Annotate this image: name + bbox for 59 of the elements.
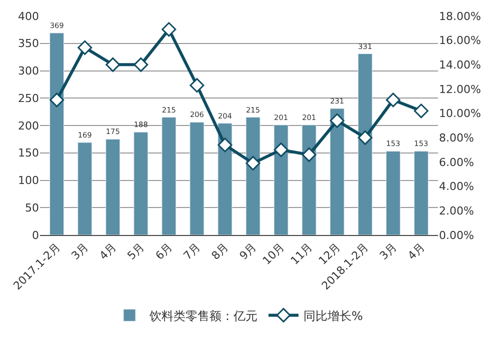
- bar: [274, 124, 288, 235]
- point: [358, 130, 372, 145]
- y2-tick-label: 6.00%: [439, 156, 474, 169]
- y-tick-label: 350: [18, 37, 39, 50]
- bar: [302, 124, 316, 235]
- x-tick-label: 4月: [96, 240, 119, 262]
- bar: [78, 142, 92, 235]
- bar: [106, 138, 120, 235]
- bar: [386, 150, 400, 235]
- point: [190, 78, 204, 93]
- y-tick-label: 300: [18, 64, 39, 78]
- y2-tick-label: 10.00%: [439, 107, 481, 120]
- y-tick-label: 50: [25, 201, 39, 214]
- bar: [246, 117, 260, 235]
- bar: [162, 117, 176, 235]
- x-tick-label: 4月: [405, 240, 428, 262]
- x-tick-label: 5月: [124, 240, 147, 262]
- point: [302, 147, 316, 162]
- x-tick-label: 7月: [181, 240, 203, 262]
- point: [78, 40, 92, 55]
- y2-tick-label: 16.00%: [439, 34, 481, 48]
- y-tick-label: 250: [18, 92, 39, 105]
- y2-tick-label: 4.00%: [439, 180, 474, 194]
- y2-tick-label: 8.00%: [439, 132, 474, 145]
- x-tick-label: 6月: [153, 240, 175, 262]
- x-tick-label: 11月: [288, 240, 316, 268]
- y-tick-label: 0: [32, 228, 39, 242]
- point: [50, 92, 64, 108]
- y2-tick-label: 12.00%: [439, 82, 481, 96]
- y-tick-label: 200: [18, 119, 39, 132]
- point: [386, 92, 400, 108]
- legend-label: 饮料类零售额：亿元: [148, 308, 258, 323]
- y-tick-label: 400: [18, 10, 39, 23]
- y-tick-label: 100: [18, 174, 39, 188]
- x-tick-label: 9月: [237, 240, 260, 262]
- point: [162, 22, 176, 37]
- y2-tick-label: 2.00%: [439, 204, 474, 218]
- legend-label: 同比增长%: [304, 308, 363, 323]
- y2-tick-label: 0.00%: [439, 228, 474, 242]
- bar: [358, 54, 372, 235]
- y-tick-label: 150: [18, 146, 39, 160]
- bar: [190, 122, 204, 235]
- y2-tick-label: 14.00%: [439, 58, 481, 72]
- point: [246, 156, 260, 170]
- point: [414, 104, 428, 118]
- point: [218, 138, 232, 152]
- x-tick-label: 10月: [260, 240, 288, 268]
- y2-tick-label: 18.00%: [439, 10, 481, 23]
- x-tick-label: 3月: [68, 240, 91, 262]
- point: [134, 57, 148, 72]
- bar: [414, 150, 428, 235]
- point: [274, 142, 288, 158]
- bar: [330, 108, 344, 235]
- x-tick-label: 3月: [377, 240, 400, 262]
- x-tick-label: 8月: [209, 240, 231, 262]
- bar: [134, 132, 148, 235]
- bar: [50, 32, 64, 235]
- point: [330, 113, 344, 128]
- point: [106, 57, 120, 72]
